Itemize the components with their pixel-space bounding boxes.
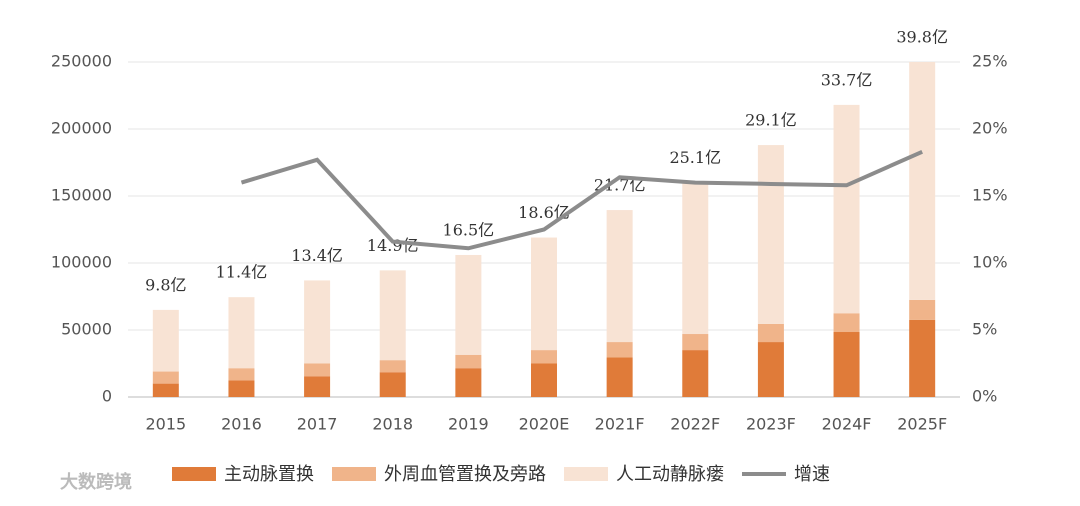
y2-tick-label: 20% [972, 119, 1008, 138]
bar-segment [228, 297, 255, 369]
bar-segment [833, 313, 860, 333]
bar-segment [833, 332, 860, 397]
watermark: 大数跨境 [60, 471, 132, 493]
bar-segment [606, 357, 633, 397]
bar-segment [379, 372, 406, 397]
bar-segment [682, 334, 709, 351]
bar-label: 11.4亿 [216, 263, 268, 282]
legend-label: 增速 [794, 464, 830, 485]
bar-label: 14.9亿 [367, 236, 419, 255]
x-tick-label: 2025F [897, 415, 947, 434]
y-tick-label: 200000 [51, 119, 112, 138]
y2-tick-label: 5% [972, 320, 997, 339]
bar-segment [757, 145, 784, 324]
bar-segment [531, 363, 557, 397]
x-tick-label: 2018 [372, 415, 413, 434]
x-tick-label: 2019 [448, 415, 489, 434]
x-tick-label: 2021F [595, 415, 645, 434]
y-tick-label: 50000 [61, 320, 112, 339]
bar-segment [531, 237, 557, 351]
bar-segment [152, 309, 179, 372]
y2-tick-label: 25% [972, 52, 1008, 71]
bar-label: 16.5亿 [443, 220, 495, 239]
x-tick-label: 2023F [746, 415, 796, 434]
bar-segment [455, 254, 482, 355]
y2-tick-label: 10% [972, 253, 1008, 272]
x-tick-label: 2020E [519, 415, 570, 434]
y2-tick-label: 0% [972, 387, 997, 406]
x-tick-label: 2024F [822, 415, 872, 434]
bar-segment [757, 323, 784, 343]
x-tick-label: 2017 [297, 415, 338, 434]
x-tick-label: 2016 [221, 415, 262, 434]
bar-segment [455, 368, 482, 397]
legend-swatch [564, 467, 608, 481]
y2-tick-label: 15% [972, 186, 1008, 205]
bar-segment [531, 350, 557, 364]
bar-segment [304, 376, 331, 397]
bar-segment [304, 280, 331, 364]
bar-label: 33.7亿 [821, 70, 873, 89]
bar-segment [606, 210, 633, 343]
bar-label: 25.1亿 [669, 148, 721, 167]
bar-label: 13.4亿 [291, 246, 343, 265]
bar-label: 21.7亿 [594, 176, 646, 195]
bar-label: 29.1亿 [745, 111, 797, 130]
bar-segment [833, 104, 860, 314]
bar-label: 18.6亿 [518, 203, 570, 222]
bar-segment [455, 354, 482, 369]
legend-label: 人工动静脉瘘 [616, 464, 724, 485]
bar-segment [757, 342, 784, 397]
bar-segment [682, 350, 709, 397]
line [240, 149, 923, 251]
bar-segment [228, 368, 255, 381]
bar-label: 9.8亿 [145, 275, 186, 294]
bar-segment [682, 182, 709, 335]
legend-swatch [172, 467, 216, 481]
legend-swatch [332, 467, 376, 481]
bar-segment [379, 360, 406, 373]
bar-label: 39.8亿 [896, 28, 948, 47]
y-tick-label: 150000 [51, 186, 112, 205]
bar-segment [152, 371, 179, 384]
bar-segment [606, 342, 633, 358]
legend-label: 主动脉置换 [224, 464, 314, 485]
y-tick-label: 100000 [51, 253, 112, 272]
bar-segment [152, 383, 179, 397]
bar-segment [304, 363, 331, 377]
bar-segment [909, 62, 936, 300]
y-tick-label: 250000 [51, 52, 112, 71]
bar-segment [228, 380, 255, 397]
bar-segment [909, 319, 936, 397]
bar-segment [379, 270, 406, 361]
x-tick-label: 2022F [670, 415, 720, 434]
legend-label: 外周血管置换及旁路 [384, 464, 546, 485]
x-tick-label: 2015 [145, 415, 186, 434]
bar-segment [909, 299, 936, 320]
y-tick-label: 0 [102, 387, 112, 406]
